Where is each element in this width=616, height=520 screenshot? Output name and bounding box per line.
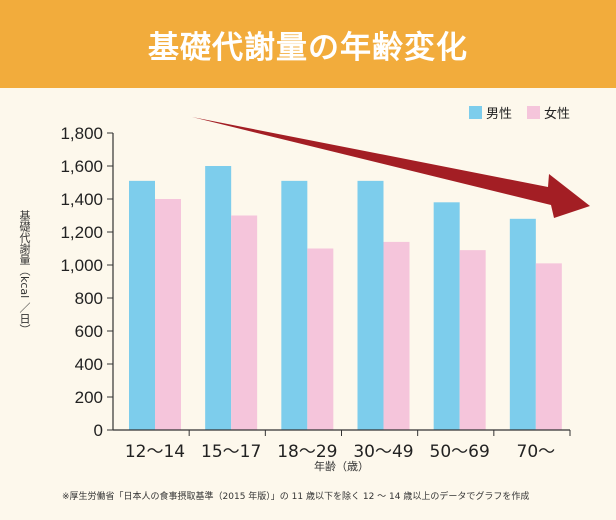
title-banner: 基礎代謝量の年齢変化 xyxy=(0,0,616,88)
bar-male xyxy=(129,180,155,430)
y-tick-label: 1,000 xyxy=(60,256,103,275)
y-tick-label: 1,200 xyxy=(60,223,103,242)
y-tick-label: 200 xyxy=(75,388,103,407)
y-tick-label: 600 xyxy=(75,322,103,341)
y-tick-label: 1,800 xyxy=(60,124,103,143)
bar-female xyxy=(307,248,334,430)
x-tick-label: 70～ xyxy=(517,442,556,462)
bar-female xyxy=(155,199,181,430)
bar-male xyxy=(281,180,308,430)
bar-male xyxy=(433,202,460,430)
bar-male xyxy=(357,180,384,430)
x-tick-label: 18～29 xyxy=(277,442,337,462)
chart-title: 基礎代謝量の年齢変化 xyxy=(148,29,468,66)
x-tick-label: 30～49 xyxy=(353,442,413,462)
legend-female-swatch xyxy=(527,106,540,119)
y-tick-label: 400 xyxy=(75,355,103,374)
bar-female xyxy=(383,241,410,430)
source-footnote: ※厚生労働省「日本人の食事摂取基準（2015 年版）」の 11 歳以下を除く 1… xyxy=(62,492,530,502)
y-axis-label: 基礎代謝量（kcal ／日） xyxy=(18,210,31,335)
y-tick-label: 1,400 xyxy=(60,190,103,209)
x-tick-label: 50～69 xyxy=(430,442,490,462)
legend-male-swatch xyxy=(469,106,482,119)
y-tick-label: 1,600 xyxy=(60,157,103,176)
trend-arrow xyxy=(192,117,590,218)
legend-female-label: 女性 xyxy=(544,106,570,122)
bar-male xyxy=(509,218,536,430)
x-axis-label: 年齢（歳） xyxy=(314,459,369,473)
bar-female xyxy=(231,215,258,430)
y-tick-label: 800 xyxy=(75,289,103,308)
x-tick-label: 12～14 xyxy=(125,442,185,462)
y-tick-label: 0 xyxy=(94,421,103,440)
bar-female xyxy=(459,250,486,430)
bar-female xyxy=(535,263,562,430)
legend-male-label: 男性 xyxy=(486,107,512,122)
bar-male xyxy=(205,166,232,430)
x-tick-label: 15～17 xyxy=(201,442,261,462)
